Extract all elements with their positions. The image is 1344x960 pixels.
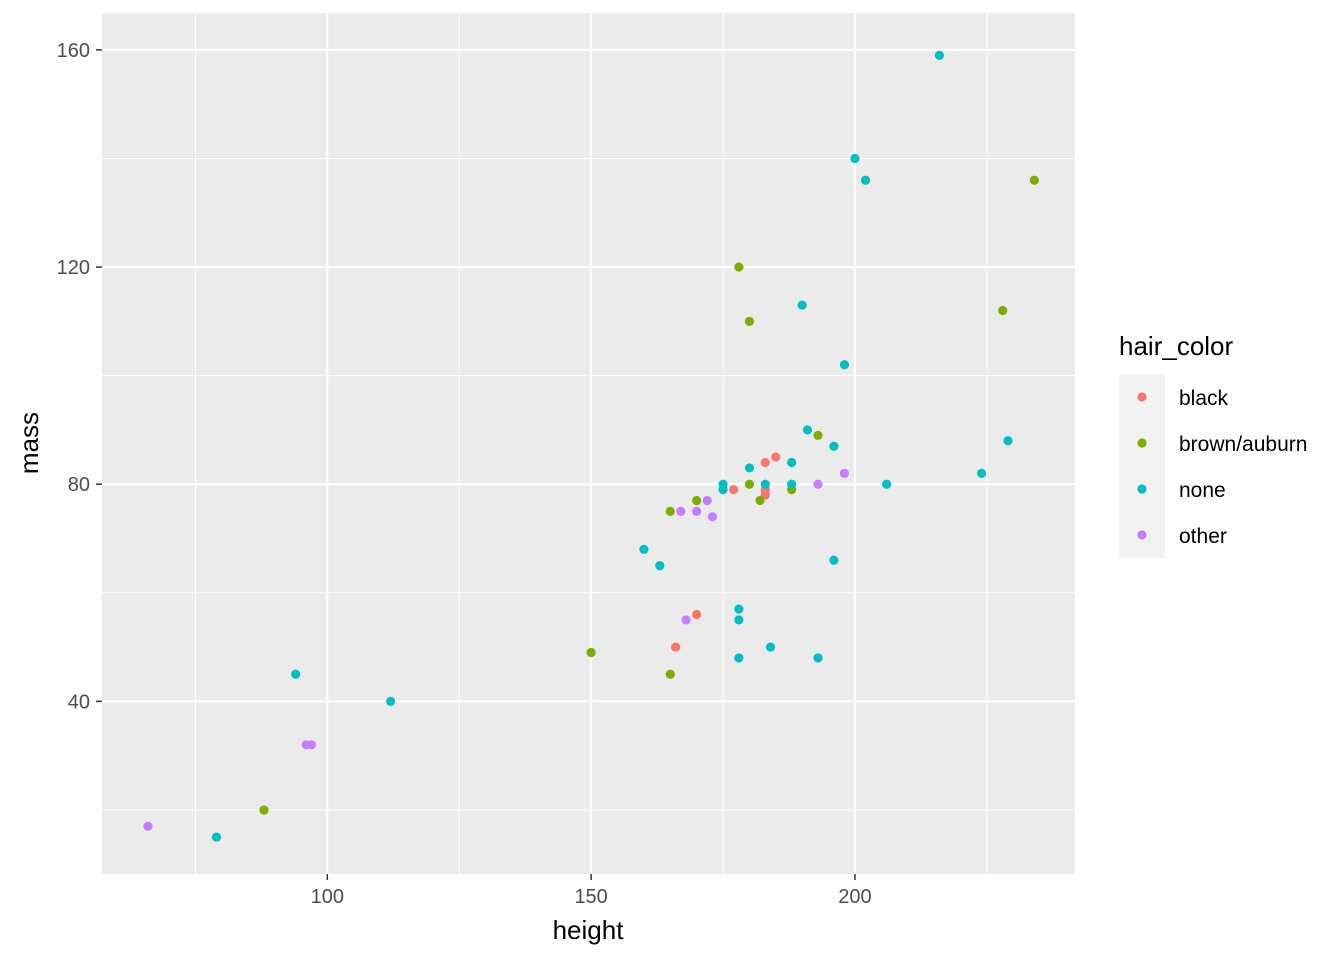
legend-key-brown-auburn <box>1137 438 1147 448</box>
data-point-none <box>734 615 744 625</box>
data-point-other <box>306 740 317 750</box>
data-point-none <box>850 153 860 164</box>
data-point-none <box>797 300 807 310</box>
data-point-none <box>802 425 813 435</box>
y-tick-label: 40 <box>68 691 90 713</box>
x-tick-label: 100 <box>311 886 344 908</box>
data-point-none <box>787 457 797 468</box>
data-point-other <box>707 512 718 522</box>
legend-key-none <box>1137 484 1147 494</box>
data-point-none <box>760 479 770 489</box>
data-point-none <box>1003 436 1013 446</box>
data-point-none <box>734 604 744 614</box>
legend-key-black <box>1137 392 1147 402</box>
data-point-other <box>143 821 153 831</box>
data-point-brown-auburn <box>755 495 765 506</box>
data-point-none <box>744 463 755 473</box>
data-point-other <box>839 468 850 478</box>
data-point-none <box>639 544 649 554</box>
data-point-black <box>771 452 781 462</box>
data-point-none <box>829 441 839 451</box>
data-point-brown-auburn <box>586 647 596 658</box>
legend-title: hair_color <box>1119 331 1234 361</box>
x-tick-label: 150 <box>574 886 607 908</box>
x-tick-label: 200 <box>838 886 871 908</box>
data-point-none <box>860 175 871 185</box>
data-point-brown-auburn <box>734 262 744 272</box>
legend-label-brown-auburn: brown/auburn <box>1179 433 1307 456</box>
data-point-brown-auburn <box>665 669 675 679</box>
x-axis-ticks: 100 150 200 <box>311 874 872 908</box>
data-point-brown-auburn <box>1029 175 1039 185</box>
data-point-brown-auburn <box>813 430 823 440</box>
y-tick-label: 80 <box>68 474 90 496</box>
legend-label-black: black <box>1179 387 1229 410</box>
legend-key-other <box>1137 530 1147 540</box>
data-point-none <box>829 555 839 565</box>
data-point-none <box>977 468 987 478</box>
data-point-none <box>882 479 892 489</box>
data-point-other <box>813 479 823 489</box>
data-point-black <box>692 609 702 620</box>
data-point-none <box>655 561 665 571</box>
data-point-brown-auburn <box>998 305 1008 316</box>
data-point-none <box>734 653 744 663</box>
data-point-none <box>386 696 396 706</box>
data-point-none <box>718 485 728 495</box>
data-point-other <box>702 495 712 506</box>
data-points <box>143 50 1039 842</box>
y-axis-title: mass <box>14 412 44 474</box>
legend: hair_color black brown/auburn none other <box>1119 331 1307 558</box>
data-point-none <box>839 360 850 370</box>
data-point-other <box>676 506 686 516</box>
data-point-brown-auburn <box>744 316 755 326</box>
data-point-black <box>760 457 770 468</box>
data-point-other <box>692 506 702 516</box>
y-tick-label: 120 <box>57 257 90 279</box>
legend-entries: black brown/auburn none other <box>1119 374 1307 558</box>
data-point-none <box>787 479 797 489</box>
data-point-none <box>291 669 301 679</box>
data-point-black <box>729 485 739 495</box>
data-point-brown-auburn <box>692 495 702 506</box>
data-point-brown-auburn <box>665 506 675 516</box>
legend-label-none: none <box>1179 479 1226 502</box>
data-point-none <box>765 642 776 652</box>
data-point-none <box>934 50 944 60</box>
data-point-brown-auburn <box>259 805 269 815</box>
y-tick-label: 160 <box>57 40 90 62</box>
data-point-none <box>813 653 823 663</box>
plot-panel <box>102 13 1075 874</box>
data-point-black <box>670 642 681 652</box>
legend-label-other: other <box>1179 525 1227 548</box>
x-axis-title: height <box>553 915 625 945</box>
data-point-other <box>681 615 691 625</box>
data-point-brown-auburn <box>744 479 755 489</box>
y-axis-ticks: 40 80 120 160 <box>57 40 102 713</box>
legend-key-background <box>1119 374 1165 558</box>
data-point-none <box>211 832 222 842</box>
